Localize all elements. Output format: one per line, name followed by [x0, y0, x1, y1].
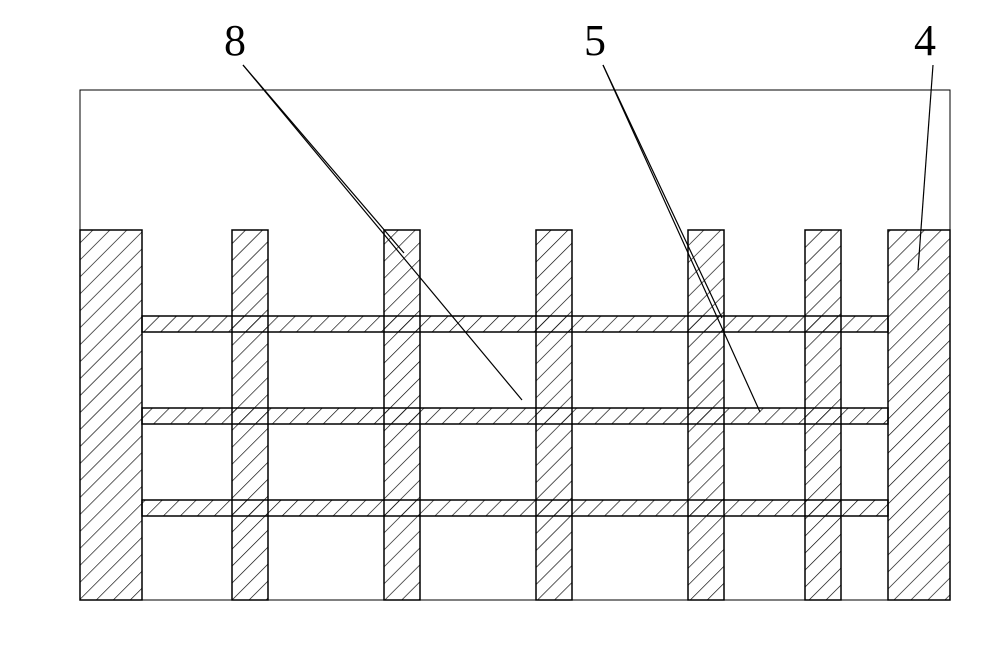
- inner-post-0: [232, 230, 268, 600]
- inner-post-4: [805, 230, 841, 600]
- label-ref-5: 5: [584, 16, 606, 65]
- leader-ref-8-1: [243, 65, 522, 400]
- diagram-canvas: 8 5 4: [0, 0, 1000, 650]
- inner-post-3: [688, 230, 724, 600]
- end-post-right: [888, 230, 950, 600]
- leader-ref-5-1: [603, 65, 760, 412]
- leader-ref-5-0: [603, 65, 722, 318]
- label-ref-4: 4: [914, 16, 936, 65]
- label-ref-8: 8: [224, 16, 246, 65]
- inner-post-1: [384, 230, 420, 600]
- inner-post-2: [536, 230, 572, 600]
- end-post-left: [80, 230, 142, 600]
